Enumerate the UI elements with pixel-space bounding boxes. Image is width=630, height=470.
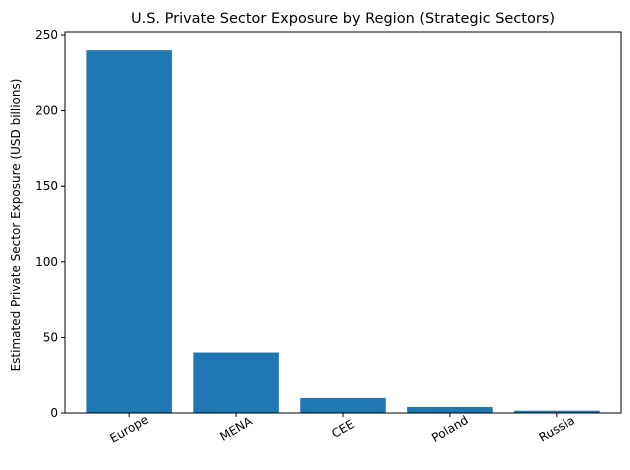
plot-frame: [64, 31, 622, 414]
y-tick-label: 250: [35, 28, 58, 42]
bar-europe: [86, 50, 172, 414]
x-tick-label-russia: Russia: [537, 413, 577, 444]
y-tick-label: 150: [35, 179, 58, 193]
bar-mena: [193, 352, 279, 413]
x-tick-label-europe: Europe: [107, 412, 151, 445]
y-tick-label: 50: [43, 330, 58, 344]
x-tick-label-mena: MENA: [217, 414, 255, 444]
chart-title: U.S. Private Sector Exposure by Region (…: [131, 11, 555, 27]
y-tick-label: 200: [35, 104, 58, 118]
x-tick-label-poland: Poland: [429, 413, 471, 445]
x-tick-label-cee: CEE: [329, 417, 356, 441]
y-tick-label: 100: [35, 255, 58, 269]
y-ticks-group: 0 50 100 150 200 250: [35, 28, 65, 420]
bar-cee: [300, 397, 386, 413]
y-tick-label: 0: [50, 406, 58, 420]
bars-group: [86, 50, 600, 414]
bar-russia: [514, 410, 600, 413]
y-axis-label: Estimated Private Sector Exposure (USD b…: [9, 79, 23, 372]
bar-poland: [407, 406, 493, 413]
x-ticks-group: Europe MENA CEE Poland Russia: [107, 412, 577, 445]
